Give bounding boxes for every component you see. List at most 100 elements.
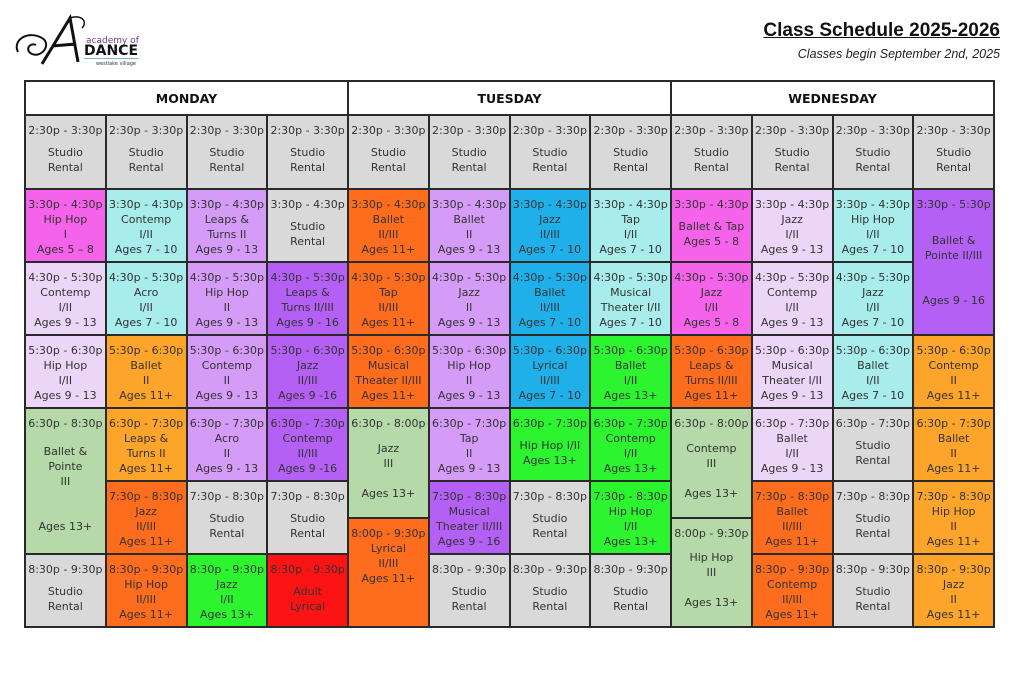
class-details: Hip Hop I Ages 5 – 8 <box>37 212 94 257</box>
class-detail-line: Turns II/III <box>685 374 738 387</box>
class-detail-line: II/III <box>378 556 399 570</box>
class-cell-tuesday-studio-3: 8:30p - 9:30p Studio Rental <box>510 555 590 626</box>
class-detail-line: Jazz <box>781 213 803 226</box>
class-detail-line: Hip Hop <box>43 359 88 372</box>
class-cell-monday-studio-1: 8:30p - 9:30p Studio Rental <box>26 555 105 626</box>
class-detail-line: Rental <box>693 161 729 174</box>
day-header-wednesday: WEDNESDAY <box>672 82 993 114</box>
class-cell-monday-studio-1: 5:30p - 6:30p Hip Hop I/II Ages 9 - 13 <box>26 336 105 407</box>
class-details: Ballet & Pointe II/III Ages 9 - 16 <box>922 212 984 334</box>
class-detail-line: Rental <box>451 599 487 613</box>
class-detail-line: Hip Hop <box>124 578 169 591</box>
class-detail-line: Rental <box>532 526 568 540</box>
class-detail-line: Theater II/III <box>355 374 422 387</box>
class-time: 3:30p - 4:30p <box>754 198 830 211</box>
class-detail-line: Jazz <box>942 578 965 591</box>
class-detail-line: I/II <box>866 228 880 241</box>
class-details: Contemp II/III Ages 11+ <box>765 577 819 622</box>
class-time: 2:30p - 3:30p <box>108 124 184 137</box>
class-time: 2:30p - 3:30p <box>674 124 749 137</box>
class-detail-line: Studio <box>613 146 649 159</box>
class-details: Contemp II Ages 11+ <box>927 358 981 403</box>
class-cell-tuesday-studio-1: 6:30p - 8:00p Jazz III Ages 13+ <box>349 409 428 517</box>
class-detail-line: Turns II/III <box>281 301 334 314</box>
class-time: 3:30p - 4:30p <box>108 198 184 211</box>
class-details: Ballet I/II Ages 13+ <box>604 358 658 403</box>
class-detail-line: Rental <box>532 599 568 613</box>
class-time: 8:30p - 9:30p <box>835 563 911 576</box>
class-detail-line: I/II <box>623 520 638 533</box>
class-time: 8:30p - 9:30p <box>916 563 991 576</box>
class-time: 8:30p - 9:30p <box>431 563 507 576</box>
class-detail-line: Ages 11+ <box>926 462 981 475</box>
class-cell-monday-studio-4: 4:30p - 5:30p Leaps & Turns II/III Ages 9 -… <box>268 263 347 334</box>
class-cell-tuesday-studio-4: 6:30p - 7:30p Contemp I/II Ages 13+ <box>591 409 670 480</box>
class-detail-line: Ages 9 - 13 <box>437 389 501 402</box>
class-detail-line: Studio <box>855 584 891 598</box>
class-detail-line: Adult <box>293 584 322 598</box>
class-time: 2:30p - 3:30p <box>189 124 265 137</box>
class-time: 5:30p - 6:30p <box>754 344 830 357</box>
class-cell-monday-studio-3: 8:30p - 9:30p Jazz I/II Ages 13+ <box>187 555 267 626</box>
class-detail-line: Musical <box>610 286 652 299</box>
class-details: Leaps & Turns II Ages 11+ <box>119 431 173 476</box>
class-cell-monday-studio-2: 6:30p - 7:30p Leaps & Turns II Ages 11+ <box>106 409 186 480</box>
class-detail-line: Ages 7 - 10 <box>599 243 662 256</box>
class-details: Musical Theater II/III Ages 9 - 16 <box>436 504 502 549</box>
class-time: 8:30p - 9:30p <box>512 563 588 576</box>
class-time: 4:30p - 5:30p <box>754 271 830 284</box>
class-detail-line: Hip Hop <box>850 213 895 226</box>
class-time: 8:30p - 9:30p <box>754 563 830 576</box>
class-detail-line: II/III <box>297 447 318 460</box>
class-detail-line: Acro <box>133 286 159 299</box>
class-detail-line: II/III <box>539 228 560 241</box>
class-cell-tuesday-studio-1: 8:00p - 9:30p Lyrical II/III Ages 11+ <box>349 518 428 626</box>
class-detail-line: Theater II/III <box>436 520 503 533</box>
class-detail-line: Hip Hop <box>447 359 492 372</box>
class-cell-wednesday-studio-2: 3:30p - 4:30p Jazz I/II Ages 9 - 13 <box>752 190 832 261</box>
class-detail-line: Turns II <box>126 447 166 460</box>
class-detail-line: I/II <box>866 374 880 387</box>
class-details: Leaps & Turns II/III Ages 9 - 16 <box>276 285 338 330</box>
class-detail-line: Ages 9 - 13 <box>437 243 501 256</box>
class-details: Studio Rental <box>694 138 729 188</box>
class-detail-line: Ballet <box>857 359 889 372</box>
class-details: Acro I/II Ages 7 - 10 <box>115 285 177 330</box>
class-details: Studio Rental <box>532 577 567 626</box>
class-cell-wednesday-studio-3: 3:30p - 4:30p Hip Hop I/II Ages 7 - 10 <box>833 190 913 261</box>
class-time: 4:30p - 5:30p <box>189 271 265 284</box>
class-detail-line: Leaps & <box>689 359 734 372</box>
class-detail-line: I/II <box>785 301 799 314</box>
class-detail-line: Rental <box>128 161 164 174</box>
class-details: Jazz II/III Ages 11+ <box>119 504 173 549</box>
class-detail-line: Ages 7 - 10 <box>841 389 905 402</box>
class-details: Ballet II/III Ages 7 - 10 <box>519 285 581 330</box>
class-cell-monday-studio-3: 5:30p - 6:30p Contemp II Ages 9 - 13 <box>187 336 267 407</box>
class-time: 6:30p - 7:30p <box>593 417 668 430</box>
class-cell-monday-studio-2: 5:30p - 6:30p Ballet II Ages 11+ <box>106 336 186 407</box>
class-cell-wednesday-studio-2: 6:30p - 7:30p Ballet I/II Ages 9 - 13 <box>752 409 832 480</box>
class-details: Jazz III Ages 13+ <box>362 431 416 517</box>
class-detail-line: Ages 7 - 10 <box>841 243 905 256</box>
class-time: 3:30p - 4:30p <box>431 198 507 211</box>
class-detail-line: II/III <box>136 520 157 533</box>
class-detail-line: Ballet <box>776 505 808 518</box>
class-detail-line: Studio <box>209 146 245 159</box>
class-cell-tuesday-studio-3: 4:30p - 5:30p Ballet II/III Ages 7 - 10 <box>510 263 590 334</box>
class-cell-tuesday-studio-3: 6:30p - 7:30p Hip Hop I/II Ages 13+ <box>510 409 590 480</box>
class-time: 5:30p - 6:30p <box>108 344 184 357</box>
class-detail-line: Acro <box>214 432 240 445</box>
class-cell-wednesday-studio-1: 2:30p - 3:30p Studio Rental <box>672 116 751 188</box>
class-detail-line: Ages 11+ <box>361 389 416 402</box>
class-time: 2:30p - 3:30p <box>512 124 588 137</box>
class-detail-line: Hip Hop I/II <box>519 438 581 452</box>
class-cell-wednesday-studio-2: 5:30p - 6:30p Musical Theater I/II Ages 9 -… <box>752 336 832 407</box>
day-header-monday: MONDAY <box>26 82 347 114</box>
class-detail-line: Lyrical <box>532 359 568 372</box>
class-time: 8:30p - 9:30p <box>270 563 345 576</box>
class-detail-line: II/III <box>782 593 803 606</box>
class-detail-line: Ages 13+ <box>603 462 658 475</box>
class-cell-monday-studio-2: 2:30p - 3:30p Studio Rental <box>106 116 186 188</box>
class-cell-tuesday-studio-4: 8:30p - 9:30p Studio Rental <box>591 555 670 626</box>
class-detail-line: II <box>223 447 231 460</box>
